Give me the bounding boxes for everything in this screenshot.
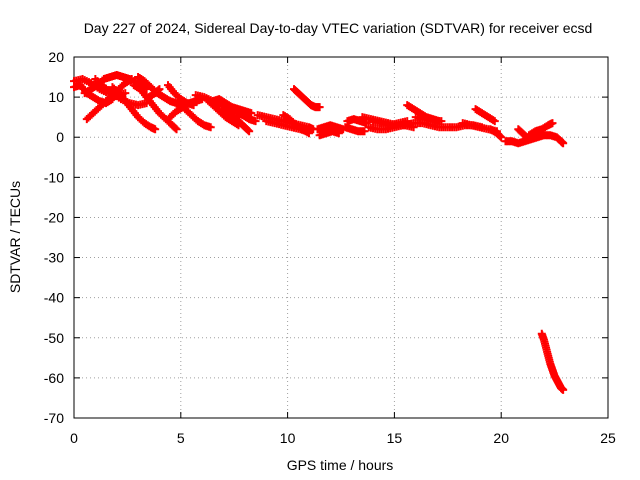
y-tick-label: -20 — [44, 209, 64, 225]
x-tick-label: 20 — [493, 430, 509, 446]
series-arc-31 — [411, 113, 446, 126]
series-arc-21 — [290, 85, 324, 112]
series-arc-23 — [315, 127, 343, 140]
x-tick-label: 15 — [387, 430, 403, 446]
data-point — [489, 116, 498, 125]
series-arc-11 — [166, 95, 207, 122]
series-arc-28 — [369, 117, 412, 130]
x-tick-label: 0 — [70, 430, 78, 446]
x-tick-label: 10 — [280, 430, 296, 446]
data-point — [490, 117, 499, 126]
series-arc-20 — [279, 111, 313, 138]
series-arc-22 — [313, 121, 348, 134]
data-point — [304, 129, 313, 138]
y-axis-label: SDTVAR / TECUs — [7, 181, 23, 293]
data-point — [559, 385, 568, 394]
data-point — [172, 125, 181, 134]
y-tick-label: -40 — [44, 290, 64, 306]
series-arc-33 — [471, 105, 499, 126]
data-point — [154, 86, 163, 95]
data-point — [171, 124, 180, 133]
y-tick-label: -60 — [44, 370, 64, 386]
data-point — [155, 85, 164, 94]
y-tick-label: -10 — [44, 169, 64, 185]
data-point — [360, 127, 369, 136]
series-arc-6 — [108, 83, 160, 134]
series-arc-38 — [537, 329, 568, 394]
series-arc-35 — [501, 131, 568, 148]
data-point — [303, 128, 312, 137]
series-arc-12 — [181, 105, 215, 132]
y-tick-label: -30 — [44, 250, 64, 266]
y-tick-label: -70 — [44, 410, 64, 426]
data-point — [497, 133, 506, 142]
series-arc-34 — [486, 125, 506, 142]
y-tick-label: 20 — [48, 49, 64, 65]
y-tick-label: 0 — [56, 129, 64, 145]
data-point — [126, 76, 135, 85]
data-point — [206, 123, 215, 132]
y-tick-label: 10 — [48, 89, 64, 105]
series-arc-9 — [144, 85, 164, 102]
data-point — [315, 103, 324, 112]
chart-title: Day 227 of 2024, Sidereal Day-to-day VTE… — [84, 20, 593, 36]
axis-ticks: 0 5 10 15 20 25 20 10 0 -10 -20 -30 -40 -50 -60 -70 — [44, 49, 616, 446]
series-arc-25 — [343, 115, 371, 128]
data-point — [127, 75, 136, 84]
data-point — [244, 126, 253, 135]
data-point — [496, 132, 505, 141]
data-point — [437, 117, 446, 126]
x-tick-label: 5 — [177, 430, 185, 446]
data-points — [70, 71, 568, 394]
data-point — [151, 125, 160, 134]
series-arc-37 — [524, 119, 557, 140]
y-tick-label: -50 — [44, 330, 64, 346]
x-tick-label: 25 — [600, 430, 616, 446]
data-point — [548, 119, 557, 128]
x-axis-label: GPS time / hours — [287, 457, 394, 473]
data-point — [245, 127, 254, 136]
data-point — [251, 117, 260, 126]
data-point — [559, 139, 568, 148]
series-arc-17 — [232, 109, 260, 126]
data-point — [334, 129, 343, 138]
plot-frame — [73, 56, 609, 419]
